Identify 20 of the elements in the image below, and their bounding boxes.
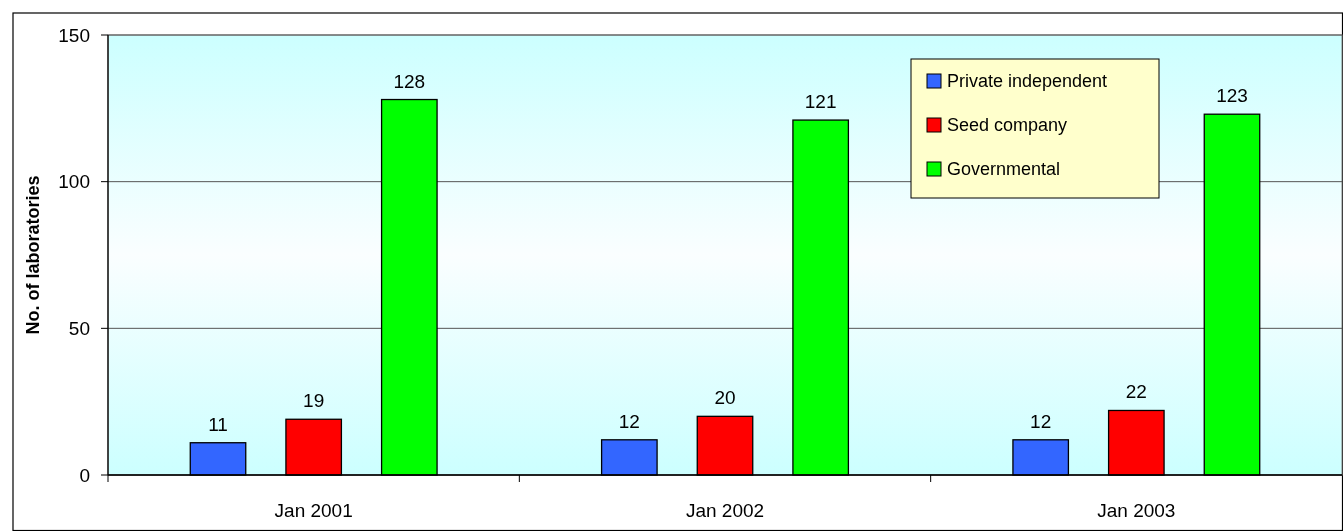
y-tick-label: 150 (58, 24, 90, 46)
data-label: 123 (1216, 85, 1248, 107)
legend-label: Governmental (947, 159, 1061, 180)
data-label: 12 (1030, 410, 1052, 432)
data-label: 121 (804, 91, 837, 113)
data-label: 20 (714, 387, 736, 409)
y-tick-label: 100 (58, 171, 90, 193)
legend-label: Private independent (947, 71, 1108, 92)
data-label: 11 (208, 413, 228, 435)
y-axis-title: No. of laboratories (23, 175, 43, 335)
data-label: 12 (618, 410, 640, 432)
data-label: 22 (1125, 381, 1147, 403)
x-tick-label: Jan 2002 (685, 500, 765, 521)
legend-label: Seed company (947, 115, 1068, 136)
data-label: 19 (303, 390, 325, 412)
y-tick-label: 0 (79, 464, 90, 486)
data-label: 128 (393, 70, 426, 92)
y-tick-label: 50 (68, 317, 90, 339)
x-tick-label: Jan 2001 (274, 500, 353, 521)
x-tick-label: Jan 2003 (1097, 500, 1176, 521)
